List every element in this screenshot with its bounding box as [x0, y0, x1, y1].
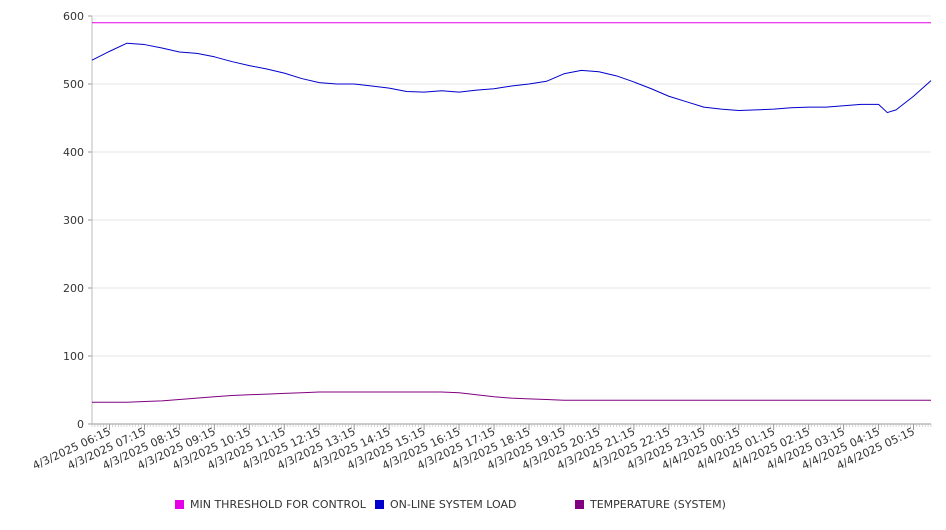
series-lines	[91, 22, 932, 403]
legend-label: TEMPERATURE (SYSTEM)	[590, 498, 726, 511]
legend-label: MIN THRESHOLD FOR CONTROL	[190, 498, 366, 511]
grid	[92, 15, 931, 357]
legend-swatch	[375, 500, 384, 509]
y-tick-label: 200	[63, 282, 84, 295]
y-tick-label: 400	[63, 146, 84, 159]
series-line	[92, 391, 931, 403]
y-tick-label: 500	[63, 78, 84, 91]
y-tick-label: 600	[63, 10, 84, 23]
legend-label: ON-LINE SYSTEM LOAD	[390, 498, 517, 511]
legend-item: ON-LINE SYSTEM LOAD	[375, 498, 516, 511]
legend: MIN THRESHOLD FOR CONTROL ON-LINE SYSTEM …	[0, 498, 946, 518]
legend-swatch	[575, 500, 584, 509]
series-line	[91, 42, 932, 114]
legend-swatch	[175, 500, 184, 509]
y-tick-label: 0	[77, 418, 84, 431]
y-tick-label: 100	[63, 350, 84, 363]
legend-item: TEMPERATURE (SYSTEM)	[575, 498, 726, 511]
y-tick-label: 300	[63, 214, 84, 227]
legend-item: MIN THRESHOLD FOR CONTROL	[175, 498, 366, 511]
